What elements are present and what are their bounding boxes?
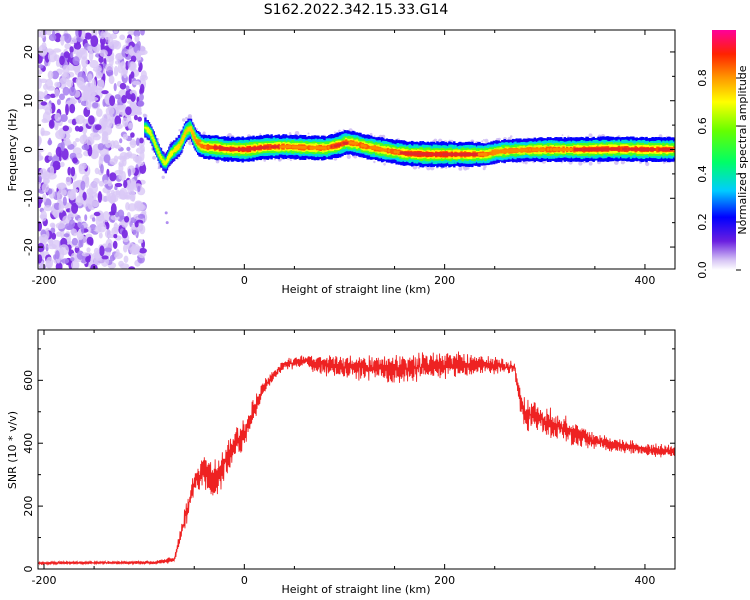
- spectrogram-x-axis-title: Height of straight line (km): [281, 283, 430, 296]
- x-tick-label: -200: [32, 574, 57, 587]
- x-tick-label: 200: [434, 274, 455, 287]
- noise-region: [38, 30, 148, 269]
- spectrogram-y-axis: -20 -10 0 10 20: [22, 45, 675, 256]
- snr-y-axis-title: SNR (10 * v/v): [6, 411, 19, 489]
- snr-series-line: [38, 351, 675, 566]
- colorbar-tick-label: 0.6: [696, 117, 709, 135]
- spectrogram-panel: -200 0 200 400 -20 -10 0 10 20 Height of straig…: [6, 29, 676, 296]
- snr-content: [38, 351, 675, 566]
- spectrogram-y-axis-title: Frequency (Hz): [6, 109, 19, 192]
- snr-x-axis: -200 0 200 400: [32, 330, 655, 587]
- chart-title: S162.2022.342.15.33.G14: [264, 2, 449, 18]
- y-tick-label: 200: [22, 496, 35, 517]
- colorbar-tick-label: 0.0: [696, 261, 709, 279]
- y-tick-label: -20: [22, 238, 35, 256]
- spectrogram-content: [38, 30, 675, 269]
- spectrogram-x-axis: -200 0 200 400: [32, 30, 655, 287]
- x-tick-label: 400: [634, 574, 655, 587]
- y-tick-label: -10: [22, 189, 35, 207]
- colorbar-tick-label: 0.4: [696, 165, 709, 183]
- x-tick-label: 400: [634, 274, 655, 287]
- x-tick-label: 200: [434, 574, 455, 587]
- y-tick-label: 400: [22, 433, 35, 454]
- snr-x-axis-title: Height of straight line (km): [281, 583, 430, 596]
- colorbar-title: Normalized spectral amplitude: [736, 65, 749, 234]
- y-tick-label: 0: [22, 146, 35, 153]
- colorbar-gradient: [712, 30, 736, 270]
- x-tick-label: 0: [241, 274, 248, 287]
- colorbar-tick-label: 0.2: [696, 213, 709, 231]
- y-tick-label: 20: [22, 45, 35, 59]
- colorbar: 0.0 0.2 0.4 0.6 0.8 Normalized spectral ampl…: [696, 30, 749, 279]
- y-tick-label: 0: [22, 566, 35, 573]
- ridge-core: [195, 139, 675, 156]
- colorbar-ticks: 0.0 0.2 0.4 0.6 0.8: [696, 69, 741, 279]
- x-tick-label: -200: [32, 274, 57, 287]
- snr-frame: [37, 329, 676, 570]
- y-tick-label: 10: [22, 94, 35, 108]
- colorbar-tick-label: 0.8: [696, 69, 709, 87]
- snr-y-axis: 0 200 400 600: [22, 348, 675, 573]
- y-tick-label: 600: [22, 370, 35, 391]
- x-tick-label: 0: [241, 574, 248, 587]
